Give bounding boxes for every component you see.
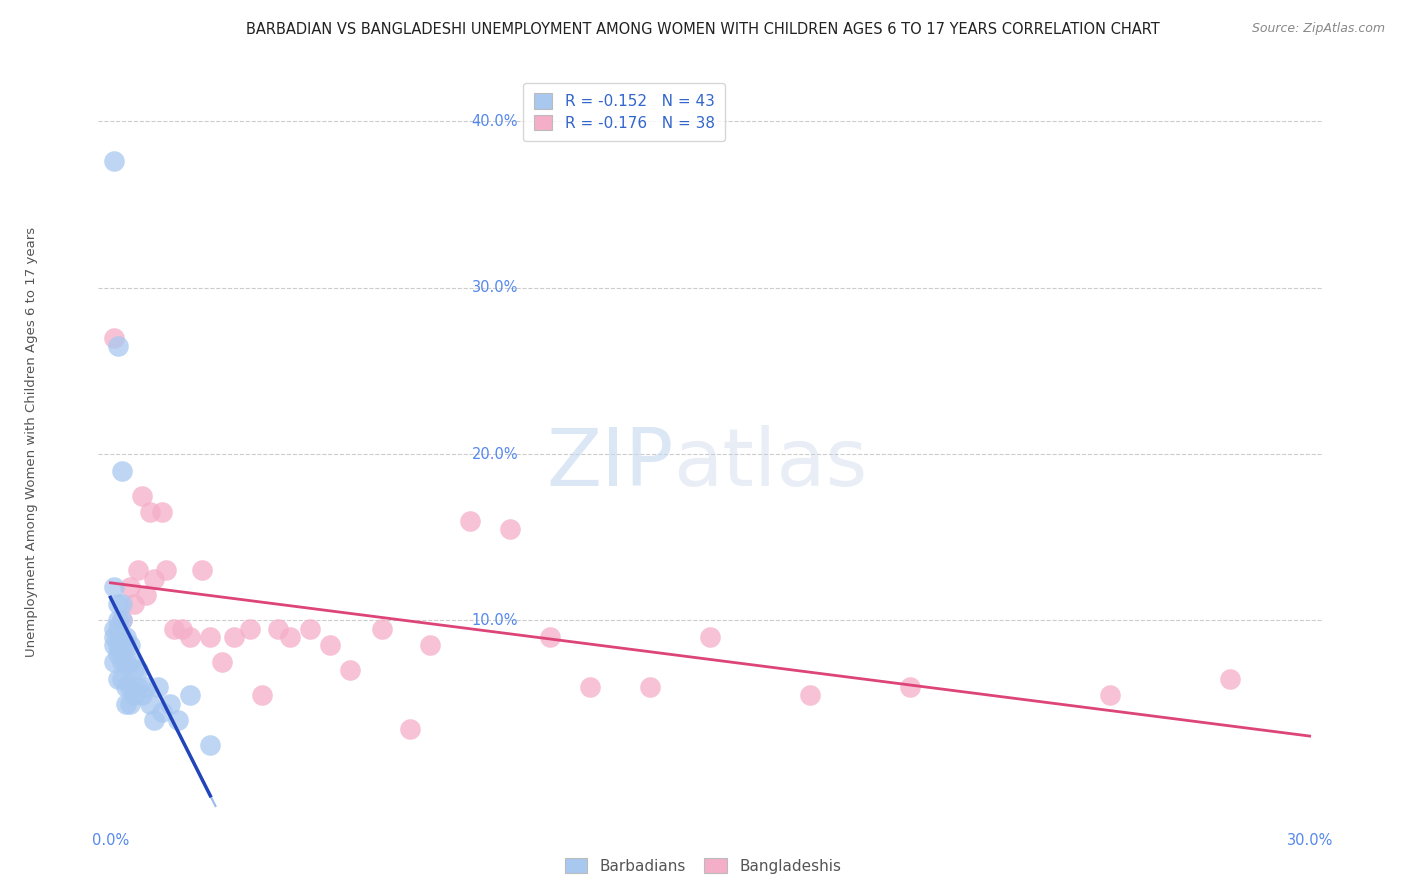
Point (419, 638, 441, 652)
Point (111, 597, 134, 611)
Point (139, 697, 162, 711)
Point (103, 622, 125, 636)
Point (103, 630, 125, 644)
Point (319, 638, 342, 652)
Point (143, 572, 166, 586)
Point (115, 697, 138, 711)
Point (278, 630, 301, 644)
Point (107, 672, 129, 686)
Text: Source: ZipAtlas.com: Source: ZipAtlas.com (1251, 22, 1385, 36)
Point (252, 688, 274, 702)
Point (150, 705, 173, 719)
Point (120, 697, 142, 711)
Point (224, 630, 246, 644)
Point (131, 688, 153, 702)
Point (111, 614, 134, 628)
Text: 30.0%: 30.0% (471, 280, 517, 295)
Point (103, 580, 125, 594)
Text: BARBADIAN VS BANGLADESHI UNEMPLOYMENT AMONG WOMEN WITH CHILDREN AGES 6 TO 17 YEA: BARBADIAN VS BANGLADESHI UNEMPLOYMENT AM… (246, 22, 1160, 37)
Point (120, 638, 142, 652)
Point (179, 630, 201, 644)
Legend: Barbadians, Bangladeshis: Barbadians, Bangladeshis (558, 852, 848, 880)
Point (139, 505, 162, 519)
Point (120, 655, 142, 669)
Point (499, 522, 522, 536)
Point (107, 638, 129, 652)
Point (267, 622, 290, 636)
Text: Unemployment Among Women with Children Ages 6 to 17 years: Unemployment Among Women with Children A… (25, 227, 38, 657)
Point (124, 597, 146, 611)
Point (155, 564, 177, 578)
Point (339, 663, 361, 677)
Point (115, 680, 138, 694)
Point (103, 655, 125, 669)
Point (124, 688, 146, 702)
Text: 0.0%: 0.0% (91, 833, 129, 848)
Point (115, 655, 138, 669)
Legend: R = -0.152   N = 43, R = -0.176   N = 38: R = -0.152 N = 43, R = -0.176 N = 38 (523, 83, 725, 142)
Point (172, 622, 194, 636)
Point (135, 680, 157, 694)
Point (131, 489, 153, 503)
Point (107, 614, 129, 628)
Point (127, 663, 149, 677)
Point (127, 680, 149, 694)
Point (1219, 672, 1241, 686)
Point (150, 505, 173, 519)
Point (458, 514, 481, 528)
Point (163, 622, 186, 636)
Point (135, 589, 157, 603)
Point (111, 614, 134, 628)
Point (538, 630, 561, 644)
Point (103, 638, 125, 652)
Point (699, 630, 721, 644)
Point (111, 647, 134, 661)
Point (159, 697, 181, 711)
Point (111, 655, 134, 669)
Point (107, 597, 129, 611)
Point (148, 680, 170, 694)
Point (239, 622, 262, 636)
Point (579, 680, 602, 694)
Point (120, 580, 142, 594)
Point (200, 738, 222, 752)
Point (399, 722, 422, 736)
Text: 30.0%: 30.0% (1286, 833, 1333, 848)
Point (898, 680, 921, 694)
Text: 20.0%: 20.0% (471, 447, 519, 461)
Point (111, 464, 134, 478)
Point (191, 564, 214, 578)
Point (103, 154, 125, 169)
Point (107, 647, 129, 661)
Point (179, 688, 201, 702)
Point (200, 630, 222, 644)
Point (127, 564, 149, 578)
Point (107, 622, 129, 636)
Point (120, 680, 142, 694)
Point (111, 630, 134, 644)
Text: atlas: atlas (673, 425, 868, 503)
Point (143, 713, 166, 727)
Text: 10.0%: 10.0% (471, 613, 517, 628)
Point (299, 622, 322, 636)
Point (638, 680, 661, 694)
Point (211, 655, 233, 669)
Point (371, 622, 394, 636)
Point (107, 339, 129, 353)
Point (167, 713, 190, 727)
Point (103, 330, 125, 344)
Point (115, 630, 138, 644)
Point (799, 688, 821, 702)
Text: 40.0%: 40.0% (471, 114, 517, 128)
Point (124, 663, 146, 677)
Point (111, 672, 134, 686)
Point (1098, 688, 1121, 702)
Point (115, 638, 138, 652)
Text: ZIP: ZIP (546, 425, 673, 503)
